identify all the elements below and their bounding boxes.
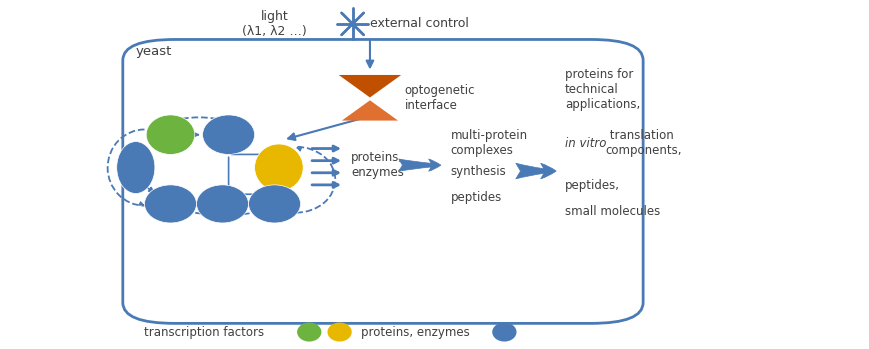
Text: peptides,: peptides, [565, 179, 620, 192]
Text: optogenetic
interface: optogenetic interface [404, 84, 474, 112]
Text: multi-protein
complexes: multi-protein complexes [450, 129, 527, 157]
Text: peptides: peptides [450, 191, 501, 203]
Ellipse shape [144, 185, 196, 223]
Text: proteins,
enzymes: proteins, enzymes [350, 151, 403, 179]
Text: transcription factors: transcription factors [144, 326, 264, 339]
Text: synthesis: synthesis [450, 164, 506, 178]
Text: small molecules: small molecules [565, 206, 660, 218]
Text: light
(λ1, λ2 …): light (λ1, λ2 …) [242, 10, 307, 38]
Polygon shape [342, 100, 398, 120]
Ellipse shape [327, 322, 351, 342]
Text: translation
components,: translation components, [605, 129, 681, 157]
Ellipse shape [146, 115, 195, 154]
Ellipse shape [492, 322, 516, 342]
Ellipse shape [297, 322, 321, 342]
Ellipse shape [249, 185, 300, 223]
Ellipse shape [116, 142, 155, 194]
Ellipse shape [196, 185, 249, 223]
Text: yeast: yeast [136, 45, 172, 58]
Ellipse shape [202, 115, 255, 154]
Text: in vitro: in vitro [565, 137, 606, 150]
Polygon shape [338, 75, 401, 97]
Text: external control: external control [369, 17, 468, 30]
Text: proteins, enzymes: proteins, enzymes [361, 326, 469, 339]
Text: proteins for
technical
applications,: proteins for technical applications, [565, 68, 640, 111]
Ellipse shape [255, 144, 302, 191]
